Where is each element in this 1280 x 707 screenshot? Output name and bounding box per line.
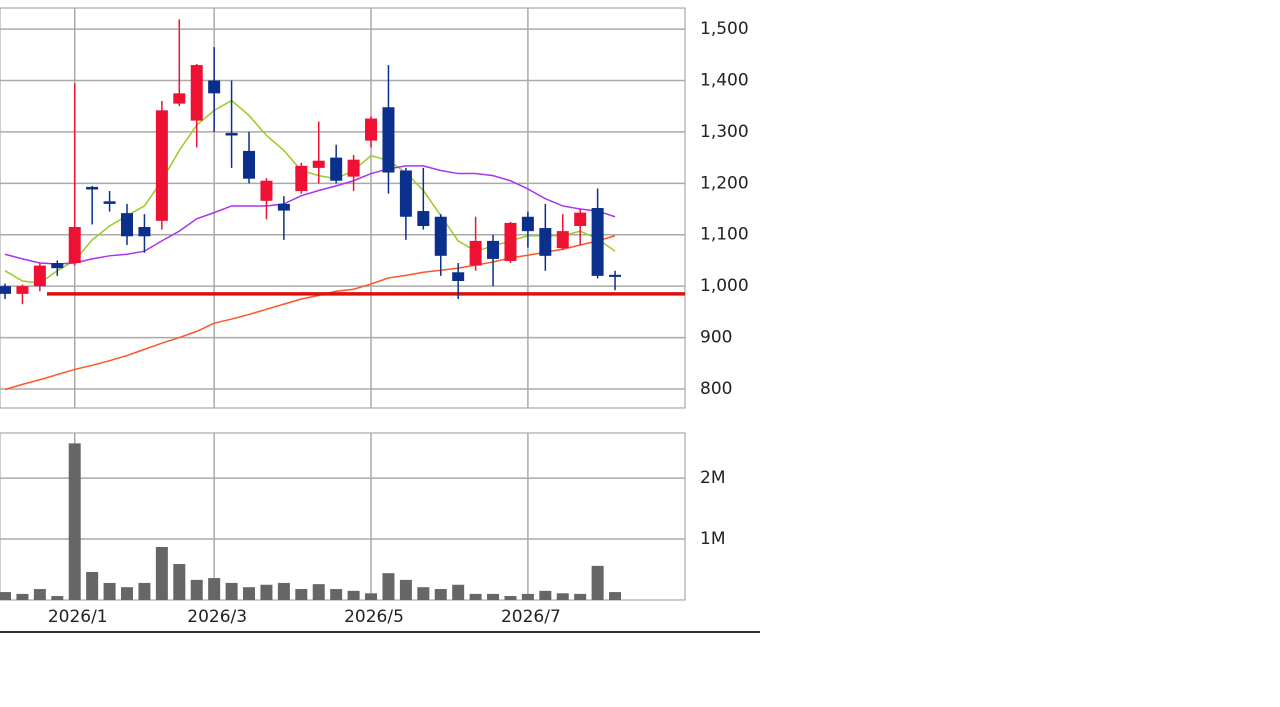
volume-bar	[68, 443, 81, 600]
volume-bar	[0, 592, 11, 600]
candle-body	[173, 93, 186, 104]
volume-bar	[434, 589, 447, 600]
volume-bar	[86, 571, 99, 600]
volume-bar	[521, 593, 534, 600]
volume-bar	[452, 584, 465, 600]
volume-bar	[51, 596, 64, 600]
y-tick-label: 1,500	[700, 19, 749, 39]
candle-body	[121, 213, 134, 237]
y-tick-label: 800	[700, 379, 732, 399]
volume-bar	[225, 582, 238, 600]
candle-body	[208, 80, 221, 94]
candle-body	[295, 165, 308, 192]
candle-body	[347, 159, 360, 177]
candle-body	[434, 216, 447, 256]
candle-body	[260, 180, 273, 201]
x-tick-label: 2026/5	[344, 607, 404, 627]
x-tick-label: 2026/7	[501, 607, 561, 627]
y-tick-label: 1,000	[700, 276, 749, 296]
volume-bar	[504, 596, 517, 600]
candle-body	[243, 150, 256, 179]
y-tick-label: 900	[700, 328, 732, 348]
volume-bar	[469, 593, 482, 600]
volume-bar	[16, 593, 29, 600]
candle-body	[0, 286, 11, 294]
volume-bar	[574, 593, 587, 600]
volume-bar	[591, 565, 604, 600]
candle-body	[417, 211, 430, 226]
volume-bar	[33, 589, 46, 600]
candle-body	[277, 203, 290, 211]
candle-body	[155, 110, 168, 221]
candle-body	[86, 186, 99, 190]
candle-body	[225, 132, 238, 136]
candle-body	[68, 227, 81, 264]
volume-bar	[121, 587, 134, 600]
volume-bar	[103, 582, 116, 600]
volume-bar	[556, 593, 569, 600]
volume-bar	[155, 546, 168, 600]
volume-panel	[0, 432, 686, 601]
candle-body	[609, 274, 622, 277]
candle-body	[539, 228, 552, 256]
candle-body	[504, 222, 517, 261]
y-tick-label: 2M	[700, 468, 725, 488]
candle-body	[591, 208, 604, 276]
volume-bar	[399, 579, 412, 600]
candle-body	[365, 118, 378, 141]
candle-body	[103, 201, 116, 204]
x-tick-label: 2026/3	[187, 607, 247, 627]
moving-average	[4, 165, 616, 265]
y-tick-label: 1,400	[700, 70, 749, 90]
candle-body	[312, 160, 325, 168]
y-tick-label: 1,200	[700, 173, 749, 193]
volume-bar	[138, 582, 151, 600]
volume-bar	[539, 590, 552, 600]
x-tick-label: 2026/1	[48, 607, 108, 627]
volume-bar	[330, 589, 343, 600]
candle-body	[487, 240, 500, 259]
volume-bar	[417, 587, 430, 600]
candle-body	[399, 170, 412, 217]
price-panel	[0, 7, 686, 409]
candle-body	[33, 265, 46, 287]
volume-bar	[243, 587, 256, 600]
candle-body	[469, 240, 482, 266]
volume-bar	[260, 584, 273, 600]
volume-bar	[382, 573, 395, 600]
candle-body	[521, 216, 534, 232]
candle-body	[190, 65, 203, 121]
volume-bar	[173, 564, 186, 600]
candle-body	[382, 107, 395, 173]
candle-body	[51, 263, 64, 269]
volume-bar	[208, 578, 221, 600]
candle-body	[556, 231, 569, 249]
volume-bar	[347, 590, 360, 600]
y-tick-label: 1,300	[700, 122, 749, 142]
volume-bar	[277, 582, 290, 600]
volume-bar	[609, 592, 622, 600]
volume-bar	[365, 593, 378, 600]
y-tick-label: 1,100	[700, 225, 749, 245]
candle-body	[138, 227, 151, 237]
candle-body	[452, 272, 465, 282]
volume-bar	[190, 579, 203, 600]
y-tick-label: 1M	[700, 529, 725, 549]
volume-bar	[312, 584, 325, 600]
candle-body	[330, 157, 343, 181]
volume-bar	[295, 589, 308, 600]
volume-bar	[487, 593, 500, 600]
candle-body	[16, 286, 29, 294]
candle-body	[574, 212, 587, 226]
